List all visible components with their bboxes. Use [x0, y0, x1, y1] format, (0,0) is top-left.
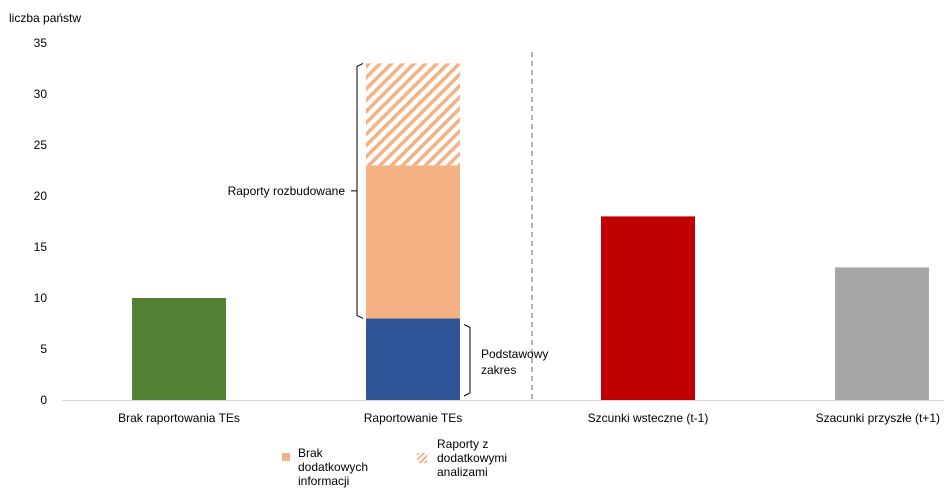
y-tick-label: 5	[40, 342, 47, 356]
x-tick-label: Brak raportowania TEs	[118, 411, 240, 425]
bar-segment	[601, 216, 695, 400]
legend-swatch-hatched	[417, 453, 427, 463]
x-tick-label: Raportowanie TEs	[364, 411, 463, 425]
bracket-raporty-rozbudowane	[351, 62, 364, 319]
bar-segment	[835, 267, 929, 400]
legend-label-line: analizami	[437, 465, 488, 479]
y-tick-label: 20	[34, 189, 48, 203]
legend-label-line: Brak dodatkowych	[298, 446, 369, 474]
legend-label-hatched: Raporty z dodatkowymi analizami	[437, 437, 507, 479]
y-axis-title: liczba państw	[9, 11, 81, 25]
bar-segment	[132, 298, 226, 400]
annotation-raporty-rozbudowane: Raporty rozbudowane	[228, 184, 346, 198]
y-tick-label: 25	[34, 138, 48, 152]
y-tick-label: 0	[40, 393, 47, 407]
legend-label-line: dodatkowymi	[437, 451, 508, 465]
bracket-podstawowy-zakres	[463, 323, 471, 397]
bar-segment	[366, 318, 460, 400]
y-tick-label: 10	[34, 291, 48, 305]
bar-segment	[366, 63, 460, 166]
x-tick-label: Szacunki przyszłe (t+1)	[816, 411, 940, 425]
x-tick-label: Szcunki wsteczne (t-1)	[588, 411, 709, 425]
legend-label-solid: Brak dodatkowych informacji	[298, 446, 368, 488]
y-tick-label: 15	[34, 240, 48, 254]
legend-label-line: informacji	[298, 474, 350, 488]
y-tick-label: 30	[34, 87, 48, 101]
annotation-podstawowy-zakres: zakres	[481, 363, 516, 377]
legend-label-line: Raporty z	[437, 437, 489, 451]
bar-segment	[366, 165, 460, 319]
annotation-podstawowy-zakres: Podstawowy	[481, 347, 548, 361]
y-tick-label: 35	[34, 36, 48, 50]
legend-swatch-solid	[282, 453, 290, 461]
